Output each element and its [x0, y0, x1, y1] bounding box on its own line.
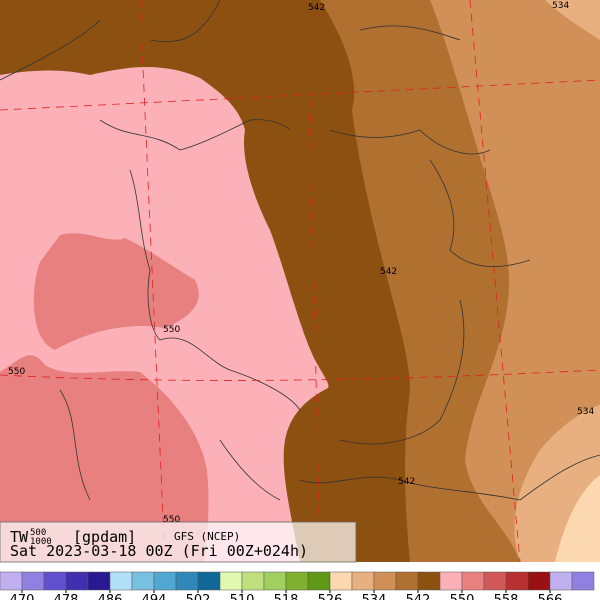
field-554	[33, 233, 199, 350]
colorbar-label: 502	[186, 593, 211, 600]
colorbar-swatch	[373, 571, 397, 591]
contour-label: 550	[8, 367, 25, 377]
colorbar-swatch	[285, 571, 309, 591]
colorbar-label: 494	[142, 593, 167, 600]
colorbar-label: 518	[274, 593, 299, 600]
colorbar-swatch	[0, 571, 23, 591]
lower-level: 1000	[30, 537, 52, 547]
colorbar-swatch	[197, 571, 221, 591]
colorbar-swatch	[131, 571, 155, 591]
colorbar-swatch	[439, 571, 463, 591]
colorbar-swatch	[21, 571, 45, 591]
parameter: TW	[10, 528, 29, 546]
field-530	[545, 0, 600, 40]
colorbar-swatch	[87, 571, 111, 591]
valid-time: Sat 2023-03-18 00Z (Fri 00Z+024h)	[10, 542, 308, 560]
colorbar-swatch	[329, 571, 353, 591]
model: GFS (NCEP)	[174, 530, 240, 543]
colorbar-label: 510	[230, 593, 255, 600]
colorbar-label: 470	[10, 593, 35, 600]
field-554b	[0, 355, 209, 562]
borders	[0, 0, 600, 501]
colorbar-label: 566	[538, 593, 563, 600]
colorbar-label: 534	[362, 593, 387, 600]
colorbar-label: 558	[494, 593, 519, 600]
upper-level: 500	[30, 528, 46, 538]
contour-label: 550	[163, 325, 180, 335]
colorbar-swatch	[505, 571, 529, 591]
info-box-bg	[0, 521, 357, 563]
unit: [gpdam]	[73, 528, 136, 546]
field-534	[430, 0, 600, 562]
field-526	[555, 475, 600, 562]
colorbar-swatch	[461, 571, 485, 591]
colorbar-swatch	[307, 571, 331, 591]
contour-label: 542	[398, 477, 415, 487]
colorbar-swatch	[351, 571, 375, 591]
contour-label: 542	[308, 3, 325, 13]
colorbar-swatch	[241, 571, 265, 591]
colorbar-swatch	[175, 571, 199, 591]
colorbar-swatch	[43, 571, 67, 591]
contour-label: 534	[552, 1, 569, 11]
colorbar-swatch	[527, 571, 551, 591]
colorbar-swatch	[571, 571, 595, 591]
colorbar-label: 526	[318, 593, 343, 600]
colorbar-swatch	[109, 571, 133, 591]
contour-label: 550	[163, 515, 180, 525]
colorbar-label: 542	[406, 593, 431, 600]
colorbar-swatch	[263, 571, 287, 591]
colorbar: 470 478 486 494 502 510 518 526 534 542 550 558 566	[0, 571, 595, 600]
colorbar-swatch	[417, 571, 441, 591]
colorbar-swatch	[549, 571, 573, 591]
colorbar-label: 550	[450, 593, 475, 600]
colorbar-swatch	[395, 571, 419, 591]
map: 542 534 542 550 550 534 542 550	[0, 0, 600, 563]
colorbar-label: 486	[98, 593, 123, 600]
colorbar-swatch	[153, 571, 177, 591]
info-box: TW 500 1000 [gpdam] GFS (NCEP) Sat 2023-…	[0, 521, 357, 563]
colorbar-swatch	[219, 571, 243, 591]
colorbar-swatch	[65, 571, 89, 591]
contour-label: 534	[577, 407, 594, 417]
graticule	[0, 0, 600, 563]
contour-label: 542	[380, 267, 397, 277]
colorbar-swatch	[483, 571, 507, 591]
colorbar-label: 478	[54, 593, 79, 600]
